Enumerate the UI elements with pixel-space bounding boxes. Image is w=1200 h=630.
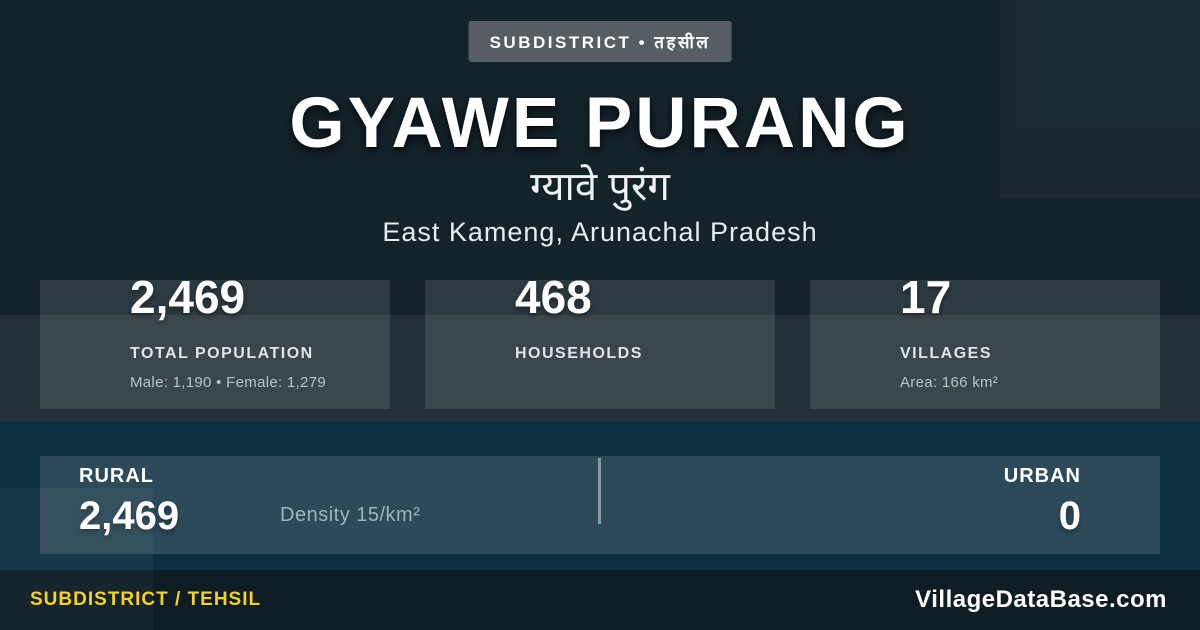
stat-card-population: 2,469 TOTAL POPULATION Male: 1,190 • Fem… <box>40 274 390 409</box>
footer-brand: VillageDataBase.com <box>915 586 1167 613</box>
stats-row: 2,469 TOTAL POPULATION Male: 1,190 • Fem… <box>40 274 1160 409</box>
location-subtitle: East Kameng, Arunachal Pradesh <box>382 217 818 247</box>
footer-type-label: SUBDISTRICT / TEHSIL <box>30 589 262 610</box>
title-hindi: ग्यावे पुरंग <box>530 165 670 209</box>
rural-label: RURAL <box>79 465 154 487</box>
rural-block: RURAL 2,469 <box>79 465 179 536</box>
stat-card-villages: 17 VILLAGES Area: 166 km² <box>810 274 1160 409</box>
stat-sublabel <box>515 374 775 389</box>
stat-label: TOTAL POPULATION <box>130 345 314 362</box>
stat-value: 17 <box>900 271 952 323</box>
type-badge: SUBDISTRICT • तहसील <box>468 21 732 62</box>
stat-label: HOUSEHOLDS <box>515 345 643 362</box>
rural-value: 2,469 <box>79 494 180 538</box>
page-title: GYAWE PURANG <box>289 84 911 163</box>
stat-card-households: 468 HOUSEHOLDS <box>425 274 775 409</box>
rural-urban-section: RURAL 2,469 Density 15/km² URBAN 0 <box>0 421 1200 570</box>
page-footer: SUBDISTRICT / TEHSIL VillageDataBase.com <box>0 570 1200 630</box>
urban-value: 0 <box>1058 494 1081 538</box>
stat-value: 2,469 <box>130 271 246 323</box>
urban-block: URBAN 0 <box>1004 465 1081 536</box>
stats-band <box>0 315 1200 421</box>
stat-sublabel: Male: 1,190 • Female: 1,279 <box>130 374 326 391</box>
stat-label: VILLAGES <box>900 345 993 362</box>
urban-label: URBAN <box>1003 465 1081 487</box>
density-text: Density 15/km² <box>280 504 421 526</box>
vertical-divider <box>598 458 601 524</box>
stat-value: 468 <box>515 271 592 323</box>
stat-sublabel: Area: 166 km² <box>900 374 999 391</box>
rural-urban-strip: RURAL 2,469 Density 15/km² URBAN 0 <box>40 456 1160 554</box>
